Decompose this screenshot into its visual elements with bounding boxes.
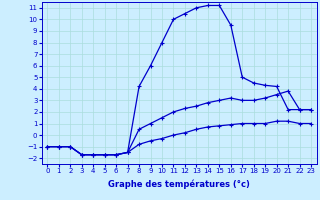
X-axis label: Graphe des températures (°c): Graphe des températures (°c) <box>108 180 250 189</box>
